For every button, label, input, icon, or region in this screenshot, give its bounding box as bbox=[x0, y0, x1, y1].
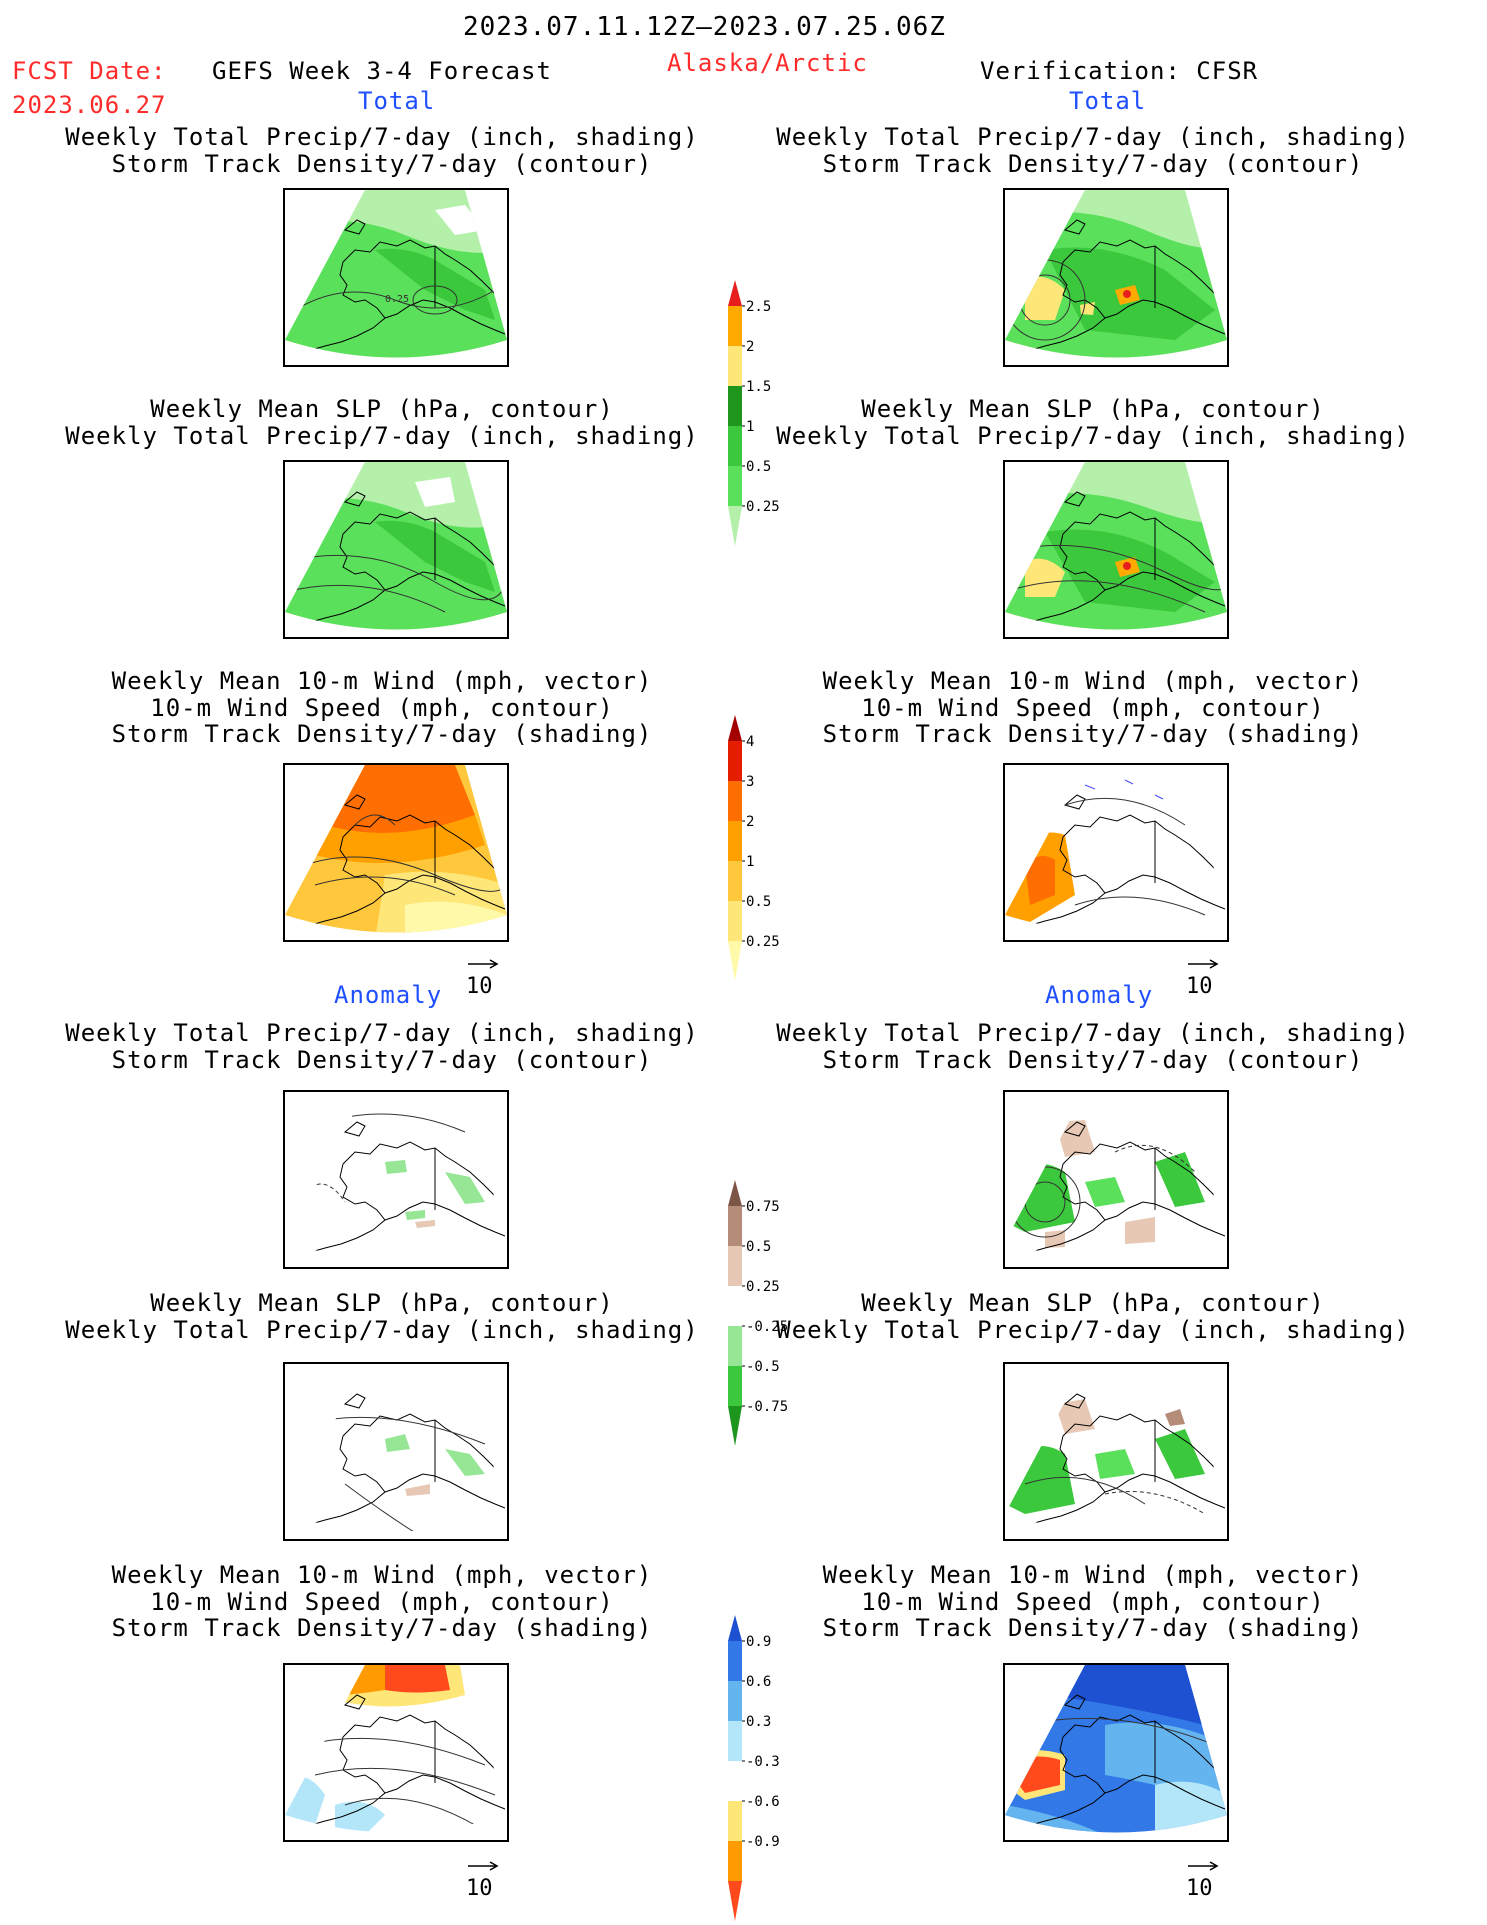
colorbar-label: 4 bbox=[746, 734, 754, 750]
colorbar-segment bbox=[728, 1681, 742, 1721]
colorbar-label: 0.25 bbox=[746, 1279, 780, 1295]
map-panel-anom-slp-forecast bbox=[283, 1362, 509, 1541]
colorbar-segment bbox=[728, 1641, 742, 1681]
colorbar-segment bbox=[728, 821, 742, 861]
title-r4: Weekly Total Precip/7-day (inch, shading… bbox=[776, 1019, 1410, 1074]
colorbar-segment bbox=[728, 1326, 742, 1366]
colorbar-segment bbox=[728, 1761, 742, 1801]
colorbar-label: 0.25 bbox=[746, 934, 780, 950]
title-r3: Weekly Mean 10-m Wind (mph, vector) 10-m… bbox=[822, 667, 1364, 748]
map-panel-wind-forecast bbox=[283, 763, 509, 942]
colorbar-label: 2 bbox=[746, 339, 754, 355]
colorbar-bottom-arrow bbox=[728, 506, 742, 546]
colorbar-segment bbox=[728, 466, 742, 506]
map-panel-slp-verification bbox=[1003, 460, 1229, 639]
colorbar-label: -0.3 bbox=[746, 1754, 780, 1770]
map-panel-slp-forecast bbox=[283, 460, 509, 639]
region-title: Alaska/Arctic bbox=[667, 49, 868, 77]
colorbar-label: 0.5 bbox=[746, 894, 771, 910]
colorbar-segment bbox=[728, 386, 742, 426]
colorbar-segment bbox=[728, 1801, 742, 1841]
colorbar-label: 0.6 bbox=[746, 1674, 771, 1690]
colorbar-label: 0.5 bbox=[746, 459, 771, 475]
colorbar-top-arrow bbox=[728, 715, 742, 741]
map-panel-anom-slp-verification bbox=[1003, 1362, 1229, 1541]
colorbar-segment bbox=[728, 1206, 742, 1246]
title-l4: Weekly Total Precip/7-day (inch, shading… bbox=[65, 1019, 699, 1074]
title-l5: Weekly Mean SLP (hPa, contour) Weekly To… bbox=[65, 1289, 699, 1344]
map-panel-anom-precip-forecast bbox=[283, 1090, 509, 1269]
colorbar-storm-track-total: 4 3 2 1 0.5 0.25 bbox=[722, 705, 782, 999]
colorbar-label: -0.9 bbox=[746, 1834, 780, 1850]
colorbar-top-arrow bbox=[728, 1180, 742, 1206]
model-title: GEFS Week 3-4 Forecast bbox=[212, 57, 552, 85]
colorbar-label: -0.25 bbox=[746, 1319, 788, 1335]
colorbar-label: 1.5 bbox=[746, 379, 771, 395]
colorbar-label: 2.5 bbox=[746, 299, 771, 315]
colorbar-bottom-arrow bbox=[728, 941, 742, 981]
colorbar-segment bbox=[728, 1246, 742, 1286]
contour-label: 0.25 bbox=[385, 294, 409, 305]
colorbar-segment bbox=[728, 1286, 742, 1326]
map-panel-total-precip-forecast: 0.25 bbox=[283, 188, 509, 367]
title-l2: Weekly Mean SLP (hPa, contour) Weekly To… bbox=[65, 395, 699, 450]
map-panel-anom-precip-verification bbox=[1003, 1090, 1229, 1269]
colorbar-label: 0.3 bbox=[746, 1714, 771, 1730]
colorbar-label: -0.6 bbox=[746, 1794, 780, 1810]
colorbar-label: 3 bbox=[746, 774, 754, 790]
vector-ref-r6: 10 bbox=[1186, 1860, 1226, 1901]
colorbar-label: 1 bbox=[746, 854, 754, 870]
map-panel-total-precip-verification bbox=[1003, 188, 1229, 367]
anomaly-label-right: Anomaly bbox=[1045, 981, 1154, 1009]
title-r1: Weekly Total Precip/7-day (inch, shading… bbox=[776, 123, 1410, 178]
colorbar-label: 1 bbox=[746, 419, 754, 435]
title-l6: Weekly Mean 10-m Wind (mph, vector) 10-m… bbox=[111, 1561, 653, 1642]
colorbar-segment bbox=[728, 426, 742, 466]
colorbar-bottom-arrow bbox=[728, 1406, 742, 1446]
vector-ref-r3: 10 bbox=[1186, 958, 1226, 999]
colorbar-precip-anomaly: 0.75 0.5 0.25 -0.25 -0.5 -0.75 bbox=[722, 1170, 788, 1464]
map-panel-anom-wind-forecast bbox=[283, 1663, 509, 1842]
title-r5: Weekly Mean SLP (hPa, contour) Weekly To… bbox=[776, 1289, 1410, 1344]
colorbar-segment bbox=[728, 781, 742, 821]
title-r6: Weekly Mean 10-m Wind (mph, vector) 10-m… bbox=[822, 1561, 1364, 1642]
colorbar-label: 0.9 bbox=[746, 1634, 771, 1650]
colorbar-label: -0.75 bbox=[746, 1399, 788, 1415]
total-label-right: Total bbox=[1069, 87, 1147, 115]
title-l1: Weekly Total Precip/7-day (inch, shading… bbox=[65, 123, 699, 178]
colorbar-bottom-arrow bbox=[728, 1881, 742, 1921]
colorbar-precip-total: 2.5 2 1.5 1 0.5 0.25 bbox=[722, 270, 782, 564]
colorbar-segment bbox=[728, 306, 742, 346]
colorbar-storm-track-anomaly: 0.9 0.6 0.3 -0.3 -0.6 -0.9 bbox=[722, 1605, 782, 1921]
fcst-date-label: FCST Date: bbox=[12, 57, 167, 85]
colorbar-segment bbox=[728, 346, 742, 386]
colorbar-label: 0.75 bbox=[746, 1199, 780, 1215]
title-l3: Weekly Mean 10-m Wind (mph, vector) 10-m… bbox=[111, 667, 653, 748]
colorbar-segment bbox=[728, 1721, 742, 1761]
colorbar-segment bbox=[728, 861, 742, 901]
period-title: 2023.07.11.12Z–2023.07.25.06Z bbox=[463, 12, 946, 42]
fcst-date-value: 2023.06.27 bbox=[12, 91, 167, 119]
colorbar-top-arrow bbox=[728, 1615, 742, 1641]
colorbar-label: 2 bbox=[746, 814, 754, 830]
colorbar-segment bbox=[728, 1366, 742, 1406]
vector-ref-l6: 10 bbox=[466, 1860, 506, 1901]
colorbar-segment bbox=[728, 741, 742, 781]
colorbar-top-arrow bbox=[728, 280, 742, 306]
vector-ref-l3: 10 bbox=[466, 958, 506, 999]
colorbar-segment bbox=[728, 1841, 742, 1881]
map-panel-wind-verification bbox=[1003, 763, 1229, 942]
colorbar-label: 0.25 bbox=[746, 499, 780, 515]
total-label-left: Total bbox=[358, 87, 436, 115]
title-r2: Weekly Mean SLP (hPa, contour) Weekly To… bbox=[776, 395, 1410, 450]
verification-title: Verification: CFSR bbox=[980, 57, 1259, 85]
colorbar-label: 0.5 bbox=[746, 1239, 771, 1255]
map-panel-anom-wind-verification bbox=[1003, 1663, 1229, 1842]
colorbar-label: -0.5 bbox=[746, 1359, 780, 1375]
anomaly-label-left: Anomaly bbox=[334, 981, 443, 1009]
colorbar-segment bbox=[728, 901, 742, 941]
